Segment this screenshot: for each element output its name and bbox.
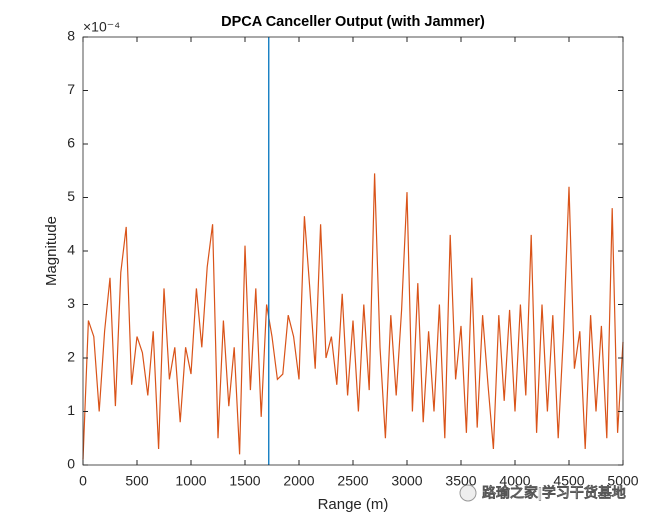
x-tick-label: 4000 [499, 473, 530, 489]
y-tick-label: 1 [67, 402, 75, 418]
data-line [82, 173, 624, 460]
y-tick-label: 3 [67, 295, 75, 311]
y-tick-label: 0 [67, 456, 75, 472]
y-tick-label: 4 [67, 242, 75, 258]
y-tick-label: 5 [67, 188, 75, 204]
x-axis-label: Range (m) [318, 496, 389, 513]
watermark-icon [459, 484, 477, 502]
watermark: 路瑜之家|学习干货基地 [482, 485, 626, 501]
x-tick-label: 2500 [337, 473, 368, 489]
x-tick-label: 5000 [607, 473, 638, 489]
y-exponent: ×10⁻⁴ [83, 19, 120, 35]
x-tick-label: 2000 [283, 473, 314, 489]
x-tick-label: 0 [79, 473, 87, 489]
y-tick-label: 7 [67, 81, 75, 97]
y-axis-label: Magnitude [43, 216, 60, 286]
y-tick-label: 6 [67, 135, 75, 151]
chart-title: DPCA Canceller Output (with Jammer) [221, 14, 485, 30]
x-tick-label: 1500 [229, 473, 260, 489]
y-tick-label: 2 [67, 349, 75, 365]
x-tick-label: 1000 [175, 473, 206, 489]
x-tick-label: 3000 [391, 473, 422, 489]
y-tick-label: 8 [67, 28, 75, 44]
x-tick-label: 500 [125, 473, 149, 489]
x-tick-label: 3500 [445, 473, 476, 489]
x-tick-label: 4500 [553, 473, 584, 489]
